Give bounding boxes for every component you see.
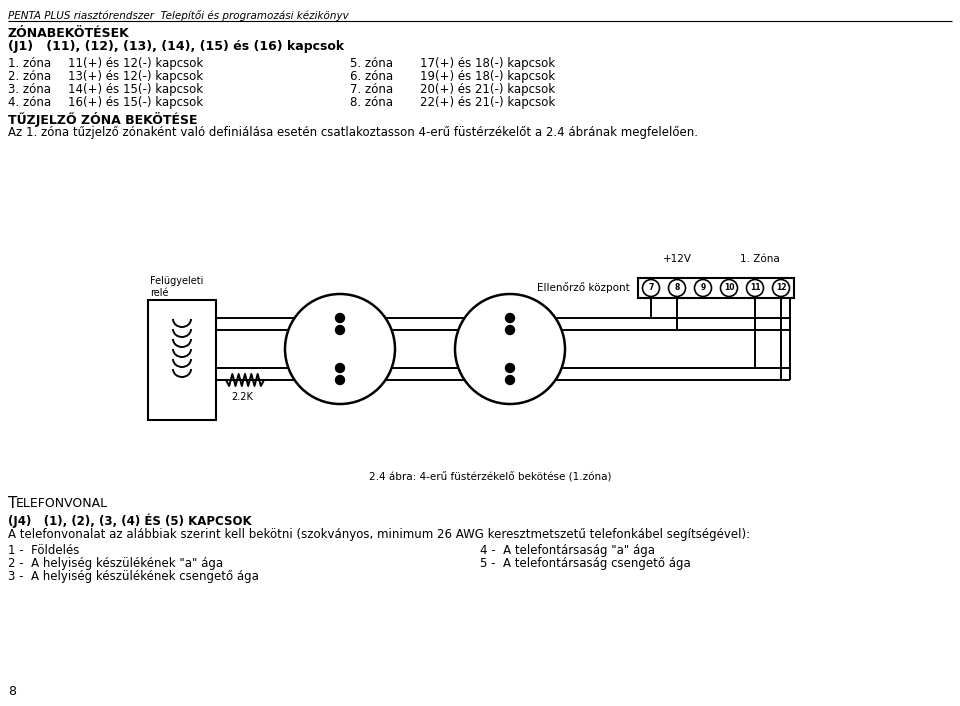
Text: PENTA PLUS riasztórendszer  Telepítői és programozási kézikönyv: PENTA PLUS riasztórendszer Telepítői és … bbox=[8, 10, 348, 21]
Text: 1. zóna: 1. zóna bbox=[8, 57, 51, 70]
Text: 7. zóna: 7. zóna bbox=[350, 83, 394, 96]
Circle shape bbox=[335, 364, 345, 373]
Bar bbox=[148, 300, 216, 420]
Circle shape bbox=[668, 280, 685, 297]
Text: T: T bbox=[8, 496, 17, 511]
Circle shape bbox=[747, 280, 763, 297]
Circle shape bbox=[773, 280, 789, 297]
Text: 2.2K: 2.2K bbox=[231, 392, 252, 402]
Circle shape bbox=[506, 313, 515, 323]
Circle shape bbox=[642, 280, 660, 297]
Text: 11: 11 bbox=[750, 284, 760, 292]
Text: 8. zóna: 8. zóna bbox=[350, 96, 393, 109]
Text: 17(+) és 18(-) kapcsok: 17(+) és 18(-) kapcsok bbox=[420, 57, 555, 70]
Text: 3. zóna: 3. zóna bbox=[8, 83, 51, 96]
Circle shape bbox=[455, 294, 565, 404]
Text: 8: 8 bbox=[8, 685, 16, 698]
Circle shape bbox=[506, 325, 515, 335]
Text: 10: 10 bbox=[724, 284, 734, 292]
Text: 16(+) és 15(-) kapcsok: 16(+) és 15(-) kapcsok bbox=[68, 96, 204, 109]
Text: (J1)   (11), (12), (13), (14), (15) és (16) kapcsok: (J1) (11), (12), (13), (14), (15) és (16… bbox=[8, 40, 344, 53]
Text: Ellenőrző központ: Ellenőrző központ bbox=[538, 282, 630, 294]
Text: TŰZJELZŐ ZÓNA BEKÖTÉSE: TŰZJELZŐ ZÓNA BEKÖTÉSE bbox=[8, 112, 198, 127]
Circle shape bbox=[335, 313, 345, 323]
Text: 3 -  A helyiség készülékének csengető ága: 3 - A helyiség készülékének csengető ága bbox=[8, 570, 259, 583]
Text: 1 -  Földelés: 1 - Földelés bbox=[8, 544, 80, 557]
Text: 2. zóna: 2. zóna bbox=[8, 70, 51, 83]
Text: 9: 9 bbox=[701, 284, 706, 292]
Text: 8: 8 bbox=[674, 284, 680, 292]
Text: 2.4 ábra: 4-erű füstérzékelő bekötése (1.zóna): 2.4 ábra: 4-erű füstérzékelő bekötése (1… bbox=[369, 472, 612, 482]
Text: 20(+) és 21(-) kapcsok: 20(+) és 21(-) kapcsok bbox=[420, 83, 555, 96]
Text: 6. zóna: 6. zóna bbox=[350, 70, 394, 83]
Bar bbox=[638, 278, 794, 298]
Text: 14(+) és 15(-) kapcsok: 14(+) és 15(-) kapcsok bbox=[68, 83, 204, 96]
Text: 2 -  A helyiség készülékének "a" ága: 2 - A helyiség készülékének "a" ága bbox=[8, 557, 223, 570]
Text: A telefonvonalat az alábbiak szerint kell bekötni (szokványos, minimum 26 AWG ke: A telefonvonalat az alábbiak szerint kel… bbox=[8, 528, 750, 541]
Circle shape bbox=[506, 376, 515, 385]
Circle shape bbox=[335, 325, 345, 335]
Text: ELEFONVONAL: ELEFONVONAL bbox=[16, 497, 108, 510]
Text: 12: 12 bbox=[776, 284, 786, 292]
Circle shape bbox=[335, 376, 345, 385]
Circle shape bbox=[721, 280, 737, 297]
Text: Felügyeleti
relé: Felügyeleti relé bbox=[150, 277, 204, 298]
Text: Az 1. zóna tűzjelző zónaként való definiálása esetén csatlakoztasson 4-erű füsté: Az 1. zóna tűzjelző zónaként való defini… bbox=[8, 126, 698, 139]
Text: ZÓNABEKÖTÉSEK: ZÓNABEKÖTÉSEK bbox=[8, 27, 130, 40]
Text: 22(+) és 21(-) kapcsok: 22(+) és 21(-) kapcsok bbox=[420, 96, 555, 109]
Circle shape bbox=[694, 280, 711, 297]
Text: 5 -  A telefontársaság csengető ága: 5 - A telefontársaság csengető ága bbox=[480, 557, 691, 570]
Text: (J4)   (1), (2), (3, (4) ÉS (5) KAPCSOK: (J4) (1), (2), (3, (4) ÉS (5) KAPCSOK bbox=[8, 514, 252, 529]
Text: 13(+) és 12(-) kapcsok: 13(+) és 12(-) kapcsok bbox=[68, 70, 204, 83]
Text: 4. zóna: 4. zóna bbox=[8, 96, 51, 109]
Text: 19(+) és 18(-) kapcsok: 19(+) és 18(-) kapcsok bbox=[420, 70, 555, 83]
Text: 1. Zóna: 1. Zóna bbox=[740, 254, 780, 264]
Circle shape bbox=[506, 364, 515, 373]
Text: +12V: +12V bbox=[662, 254, 691, 264]
Text: 7: 7 bbox=[648, 284, 654, 292]
Text: 4 -  A telefontársaság "a" ága: 4 - A telefontársaság "a" ága bbox=[480, 544, 655, 557]
Circle shape bbox=[285, 294, 395, 404]
Text: 5. zóna: 5. zóna bbox=[350, 57, 393, 70]
Text: 11(+) és 12(-) kapcsok: 11(+) és 12(-) kapcsok bbox=[68, 57, 204, 70]
